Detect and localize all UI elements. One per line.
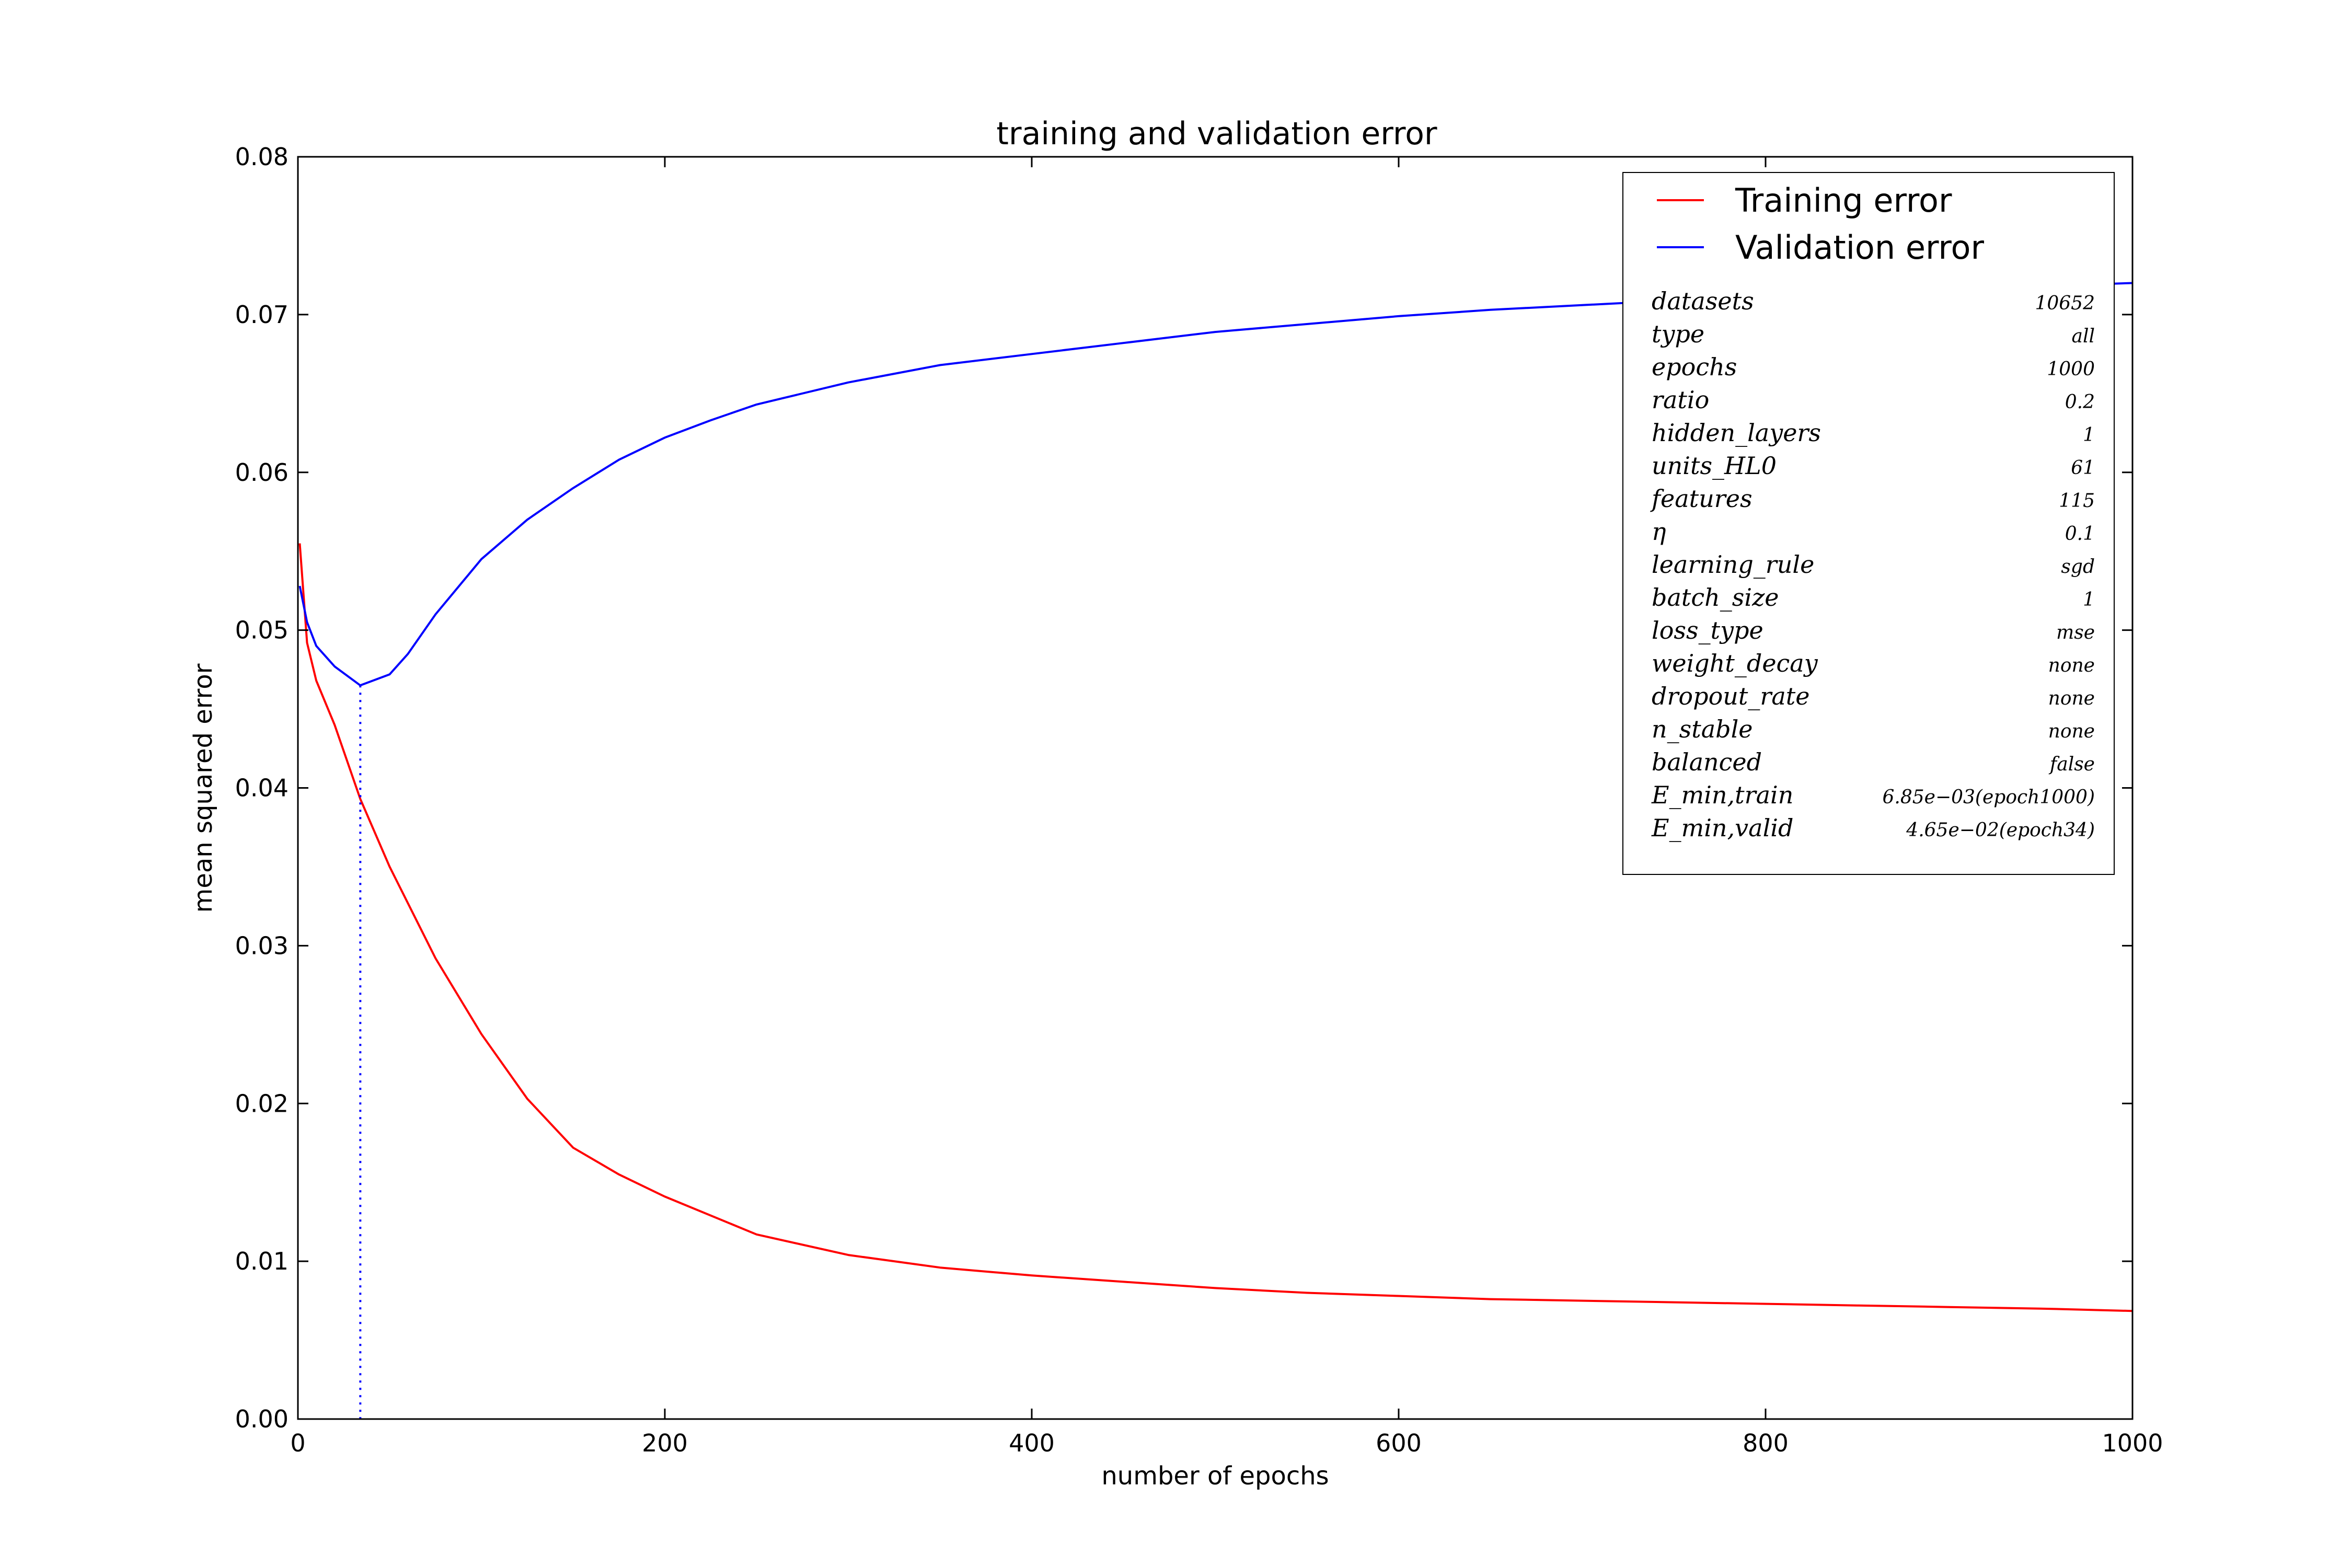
series-line-training [298,543,2133,1312]
param-key: learning_rule [1652,550,1814,579]
param-list: datasets 10652 type all epochs 1000 ratio 0.2 hi… [1650,287,2095,842]
legend-label: Training error [1735,181,1952,220]
param-value: 1 [2083,424,2095,446]
x-axis: 0 200 400 600 800 1000 [290,157,2163,1457]
y-tick-label: 0.03 [235,931,289,960]
legend-label: Validation error [1735,228,1984,267]
y-tick-label: 0.02 [235,1089,289,1117]
x-tick-label: 200 [642,1429,688,1457]
y-axis: 0.00 0.01 0.02 0.03 0.04 0.05 0.06 0.07 0.08 [235,143,2132,1433]
param-key: balanced [1652,748,1762,776]
param-value: all [2072,326,2095,347]
param-value: 61 [2071,457,2095,479]
y-tick-label: 0.04 [235,774,289,802]
param-key: n_stable [1652,715,1753,743]
param-value: sgd [2061,556,2095,578]
param-key: η [1652,517,1666,546]
param-value: none [2048,655,2095,676]
param-value: false [2048,754,2095,775]
param-value: mse [2056,622,2095,643]
x-tick-label: 400 [1009,1429,1055,1457]
y-tick-label: 0.01 [235,1247,289,1275]
param-value: none [2048,721,2095,742]
y-tick-label: 0.00 [235,1405,289,1433]
y-tick-label: 0.05 [235,616,289,644]
param-key: datasets [1652,287,1754,315]
legend: Training error Validation error datasets 1… [1622,172,2115,875]
param-value: none [2048,688,2095,709]
y-tick-label: 0.07 [235,301,289,329]
y-tick-label: 0.06 [235,458,289,487]
x-tick-label: 800 [1743,1429,1789,1457]
param-value: 10652 [2035,293,2095,314]
y-axis-label: mean squared error [189,663,218,913]
legend-box [1622,172,2115,875]
x-tick-label: 600 [1376,1429,1422,1457]
x-tick-label: 0 [290,1429,305,1457]
param-value: 1000 [2047,359,2095,380]
param-value: 0.2 [2065,391,2095,413]
param-key: epochs [1652,353,1737,381]
param-key: weight_decay [1652,649,1818,677]
param-value: 115 [2059,490,2095,512]
param-key: units_HL0 [1652,452,1777,480]
param-key: batch_size [1652,583,1779,612]
param-value: 1 [2083,589,2095,610]
param-key: dropout_rate [1652,682,1810,710]
y-tick-label: 0.08 [235,143,289,171]
param-key: hidden_layers [1652,419,1821,447]
param-value: 6.85e−03(epoch1000) [1882,787,2095,808]
param-key: features [1650,485,1753,513]
x-axis-label: number of epochs [1101,1461,1329,1491]
x-tick-label: 1000 [2102,1429,2163,1457]
param-key: ratio [1652,386,1709,414]
param-key: E_min,train [1651,781,1793,809]
param-value: 4.65e−02(epoch34) [1906,820,2095,841]
param-key: E_min,valid [1651,814,1793,842]
param-key: loss_type [1652,616,1763,644]
chart-title: training and validation error [996,116,1437,152]
param-key: type [1652,320,1704,348]
param-value: 0.1 [2065,523,2095,545]
legend-entries: Training error Validation error [1657,181,1984,267]
